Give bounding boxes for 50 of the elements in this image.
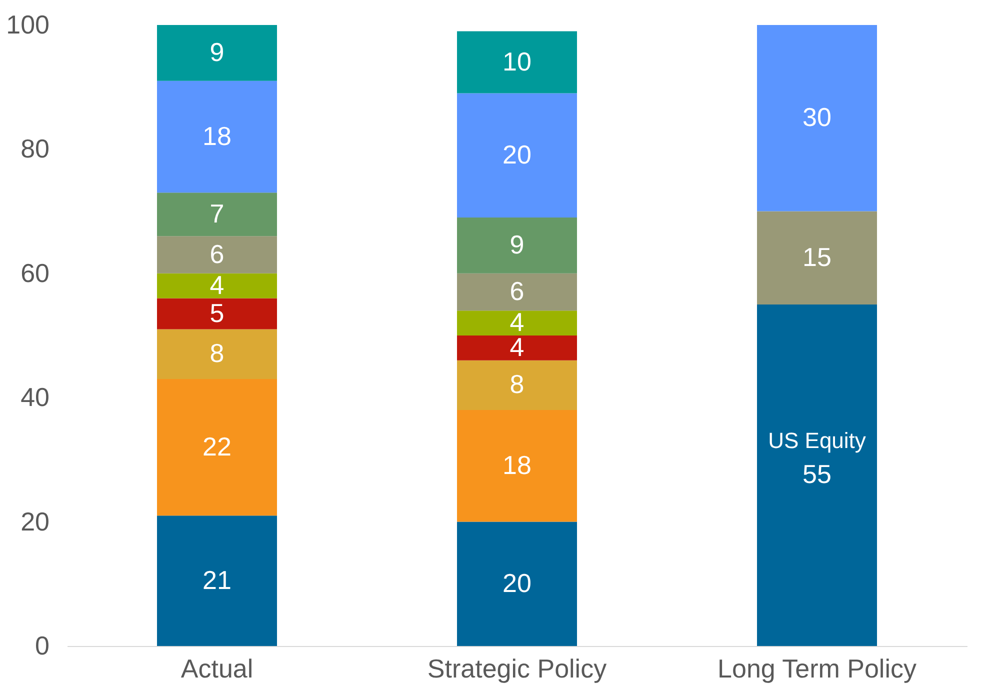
data-label: 6 [210, 238, 224, 269]
data-label: 5 [210, 298, 224, 328]
x-tick-label: Strategic Policy [427, 654, 607, 684]
bar [457, 93, 577, 218]
y-tick-label: 60 [20, 258, 50, 288]
data-label: 20 [502, 568, 532, 598]
data-label: 9 [210, 36, 224, 67]
data-label: 4 [210, 270, 224, 300]
bar [157, 192, 277, 236]
bar [157, 80, 277, 193]
data-label: 20 [502, 139, 532, 170]
bar [157, 516, 277, 646]
bar [157, 25, 277, 81]
bar [457, 522, 577, 646]
data-label: 15 [802, 242, 832, 272]
bar [757, 304, 877, 646]
data-label: 6 [510, 276, 524, 306]
x-tick-label: Actual [180, 654, 254, 684]
y-tick-label: 80 [20, 134, 50, 164]
y-tick-label: 20 [20, 506, 50, 536]
annotation: US Equity [768, 428, 866, 454]
data-label: 7 [210, 198, 224, 228]
bar [457, 31, 577, 94]
bar [157, 378, 277, 516]
data-label: 9 [510, 229, 524, 260]
data-label: 18 [502, 450, 532, 480]
y-tick-label: 40 [20, 382, 50, 412]
bar [757, 211, 877, 304]
bar [157, 329, 277, 379]
bar [457, 336, 577, 360]
bar [757, 25, 877, 212]
bar [457, 410, 577, 522]
bar [457, 360, 577, 410]
bar [157, 273, 277, 298]
bar [457, 273, 577, 311]
bar [157, 236, 277, 274]
bar [457, 218, 577, 274]
data-label: 18 [202, 120, 232, 151]
x-tick-label: Long Term Policy [718, 654, 916, 684]
y-tick-label: 0 [35, 630, 50, 660]
data-label: 30 [802, 102, 832, 132]
bar [457, 310, 577, 336]
data-label: 55 [802, 459, 832, 490]
data-label: 22 [202, 431, 232, 462]
bar [157, 298, 277, 330]
data-label: 21 [202, 564, 232, 595]
data-label: 10 [502, 46, 532, 76]
data-label: 8 [210, 338, 224, 368]
data-label: 8 [510, 369, 524, 400]
y-tick-label: 100 [6, 10, 50, 40]
